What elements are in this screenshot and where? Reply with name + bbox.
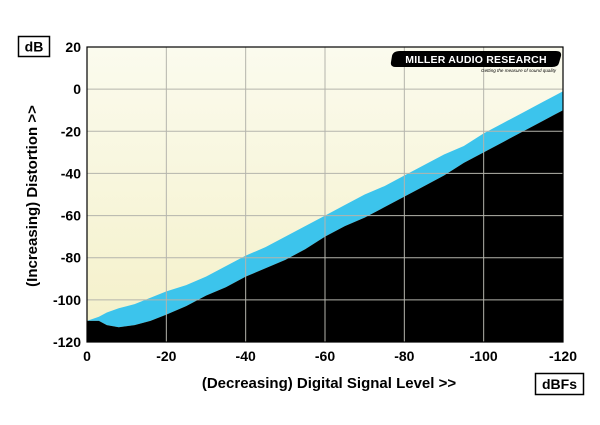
x-tick-label: -120 bbox=[549, 348, 577, 364]
miller-audio-research-logo: MILLER AUDIO RESEARCH Getting the measur… bbox=[390, 51, 562, 73]
x-tick-label: -80 bbox=[394, 348, 414, 364]
plot-border bbox=[86, 46, 564, 343]
y-tick-label: -80 bbox=[61, 250, 81, 266]
y-tick-label: -60 bbox=[61, 208, 81, 224]
noise-floor-area bbox=[87, 110, 563, 342]
y-tick-label: -40 bbox=[61, 165, 81, 181]
y-tick-label: -20 bbox=[61, 123, 81, 139]
logo-brand-text: MILLER AUDIO RESEARCH bbox=[405, 54, 546, 66]
y-tick-label: 20 bbox=[65, 39, 81, 55]
x-tick-label: -40 bbox=[236, 348, 256, 364]
x-axis-title: (Decreasing) Digital Signal Level >> bbox=[202, 375, 456, 392]
x-tick-label: -60 bbox=[315, 348, 335, 364]
x-tick-labels: 0 -20 -40 -60 -80 -100 -120 bbox=[83, 348, 577, 364]
x-tick-label: 0 bbox=[83, 348, 91, 364]
y-tick-labels: 20 0 -20 -40 -60 -80 -100 -120 bbox=[53, 39, 81, 350]
y-tick-label: -120 bbox=[53, 334, 81, 350]
y-unit-label: dB bbox=[25, 39, 44, 55]
x-tick-label: -100 bbox=[470, 348, 498, 364]
x-unit-label: dBFs bbox=[542, 376, 577, 392]
y-unit-box: dB bbox=[17, 35, 51, 58]
y-axis-title: (Increasing) Distortion >> bbox=[24, 105, 41, 287]
grid-lines bbox=[87, 47, 563, 342]
logo-tagline: Getting the measure of sound quality bbox=[481, 68, 557, 73]
y-tick-label: 0 bbox=[73, 81, 81, 97]
x-unit-box: dBFs bbox=[534, 372, 585, 396]
y-tick-label: -100 bbox=[53, 292, 81, 308]
x-tick-label: -20 bbox=[156, 348, 176, 364]
